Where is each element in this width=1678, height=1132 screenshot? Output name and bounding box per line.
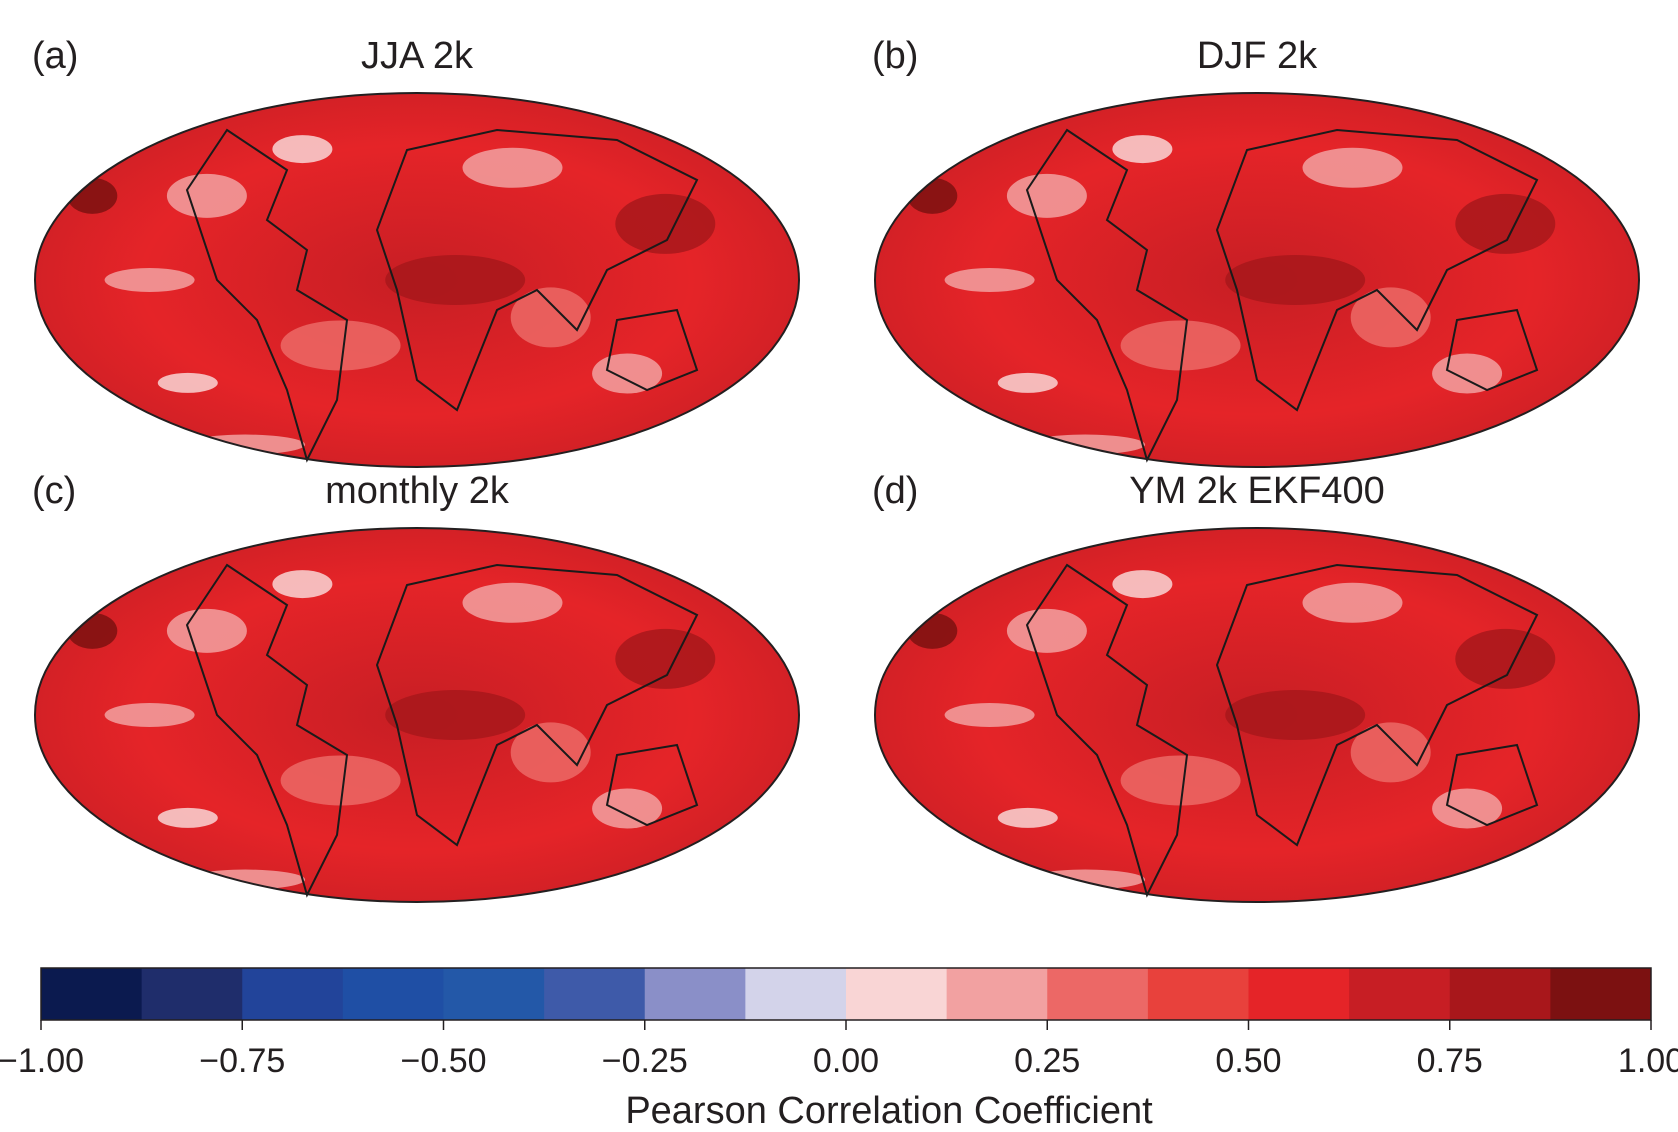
- map-patch: [1432, 788, 1503, 829]
- map-patch: [185, 869, 306, 890]
- colorbar-bin: [242, 968, 344, 1020]
- map-patch: [1225, 690, 1366, 740]
- colorbar-bin: [41, 968, 143, 1020]
- panel-title: YM 2k EKF400: [1129, 470, 1385, 512]
- colorbar-bin: [846, 968, 948, 1020]
- map-patch: [462, 147, 563, 188]
- panel-title: monthly 2k: [325, 470, 510, 512]
- map-patch: [385, 690, 526, 740]
- map-patch: [1025, 434, 1146, 455]
- colorbar-bin: [1047, 968, 1149, 1020]
- panel-label: (b): [872, 35, 918, 77]
- map-patch: [272, 135, 333, 164]
- colorbar-tick-label: 0.25: [1014, 1042, 1080, 1080]
- map-patch: [1455, 193, 1556, 254]
- map-patch: [1350, 722, 1431, 783]
- map-patch: [1455, 628, 1556, 689]
- colorbar-tick-label: −0.75: [199, 1042, 285, 1080]
- colorbar-bin: [1550, 968, 1652, 1020]
- colorbar-bin: [745, 968, 847, 1020]
- map-patch: [272, 570, 333, 599]
- colorbar-tick-label: 0.50: [1215, 1042, 1281, 1080]
- map-patch: [280, 755, 401, 806]
- colorbar-tick-label: 0.75: [1417, 1042, 1483, 1080]
- map-patch: [166, 608, 247, 653]
- map-patch: [592, 353, 663, 394]
- map-patch: [1120, 320, 1241, 371]
- map-panel: (b) DJF 2k: [872, 35, 1640, 468]
- map-patch: [615, 193, 716, 254]
- map-patch: [1006, 608, 1087, 653]
- colorbar-tick-label: −0.50: [400, 1042, 486, 1080]
- colorbar-bin: [1248, 968, 1350, 1020]
- colorbar-bin: [1449, 968, 1551, 1020]
- colorbar-label: Pearson Correlation Coefficient: [625, 1090, 1153, 1132]
- map-patch: [1006, 173, 1087, 218]
- map-patch: [157, 807, 218, 828]
- map-patch: [1302, 582, 1403, 623]
- map-panel: (a) JJA 2k: [32, 35, 800, 468]
- colorbar-bin: [141, 968, 243, 1020]
- map-patch: [1120, 755, 1241, 806]
- colorbar-bin: [1349, 968, 1451, 1020]
- map-patch: [1432, 353, 1503, 394]
- coastline: [185, 128, 699, 463]
- map-patch: [462, 582, 563, 623]
- map-patch: [997, 372, 1058, 393]
- map-patch: [510, 287, 591, 348]
- coastline: [1025, 563, 1539, 898]
- coastline: [1025, 128, 1539, 463]
- panel-label: (d): [872, 470, 918, 512]
- map-field: [907, 570, 1556, 890]
- map-patch: [280, 320, 401, 371]
- map-field: [907, 135, 1556, 455]
- colorbar-bin: [443, 968, 545, 1020]
- map-patch: [104, 268, 195, 292]
- map-patch: [997, 807, 1058, 828]
- colorbar-bin: [544, 968, 646, 1020]
- map-patch: [104, 703, 195, 727]
- colorbar-bin: [644, 968, 746, 1020]
- colorbar-tick-label: 0.00: [813, 1042, 879, 1080]
- map-patch: [1112, 135, 1173, 164]
- map-patch: [157, 372, 218, 393]
- map-frame: [874, 92, 1640, 468]
- map-patch: [1025, 869, 1146, 890]
- map-frame: [874, 527, 1640, 903]
- colorbar-bin: [946, 968, 1048, 1020]
- panel-label: (c): [32, 470, 76, 512]
- map-patch: [615, 628, 716, 689]
- panel-title: JJA 2k: [361, 35, 474, 77]
- map-patch: [185, 434, 306, 455]
- colorbar-bin: [1147, 968, 1249, 1020]
- map-patch: [592, 788, 663, 829]
- map-patch: [1350, 287, 1431, 348]
- map-frame: [34, 527, 800, 903]
- colorbar-tick-label: −1.00: [0, 1042, 84, 1080]
- coastline: [185, 563, 699, 898]
- panel-label: (a): [32, 35, 78, 77]
- map-patch: [1112, 570, 1173, 599]
- map-patch: [944, 268, 1035, 292]
- map-patch: [166, 173, 247, 218]
- map-patch: [510, 722, 591, 783]
- map-panel: (d) YM 2k EKF400: [872, 470, 1640, 903]
- map-patch: [1302, 147, 1403, 188]
- map-patch: [385, 255, 526, 305]
- map-patch: [1225, 255, 1366, 305]
- map-patch: [944, 703, 1035, 727]
- map-frame: [34, 92, 800, 468]
- colorbar-bin: [342, 968, 444, 1020]
- colorbar-tick-label: −0.25: [602, 1042, 688, 1080]
- colorbar-tick-label: 1.00: [1618, 1042, 1678, 1080]
- map-panel: (c) monthly 2k: [32, 470, 800, 903]
- panel-title: DJF 2k: [1197, 35, 1318, 77]
